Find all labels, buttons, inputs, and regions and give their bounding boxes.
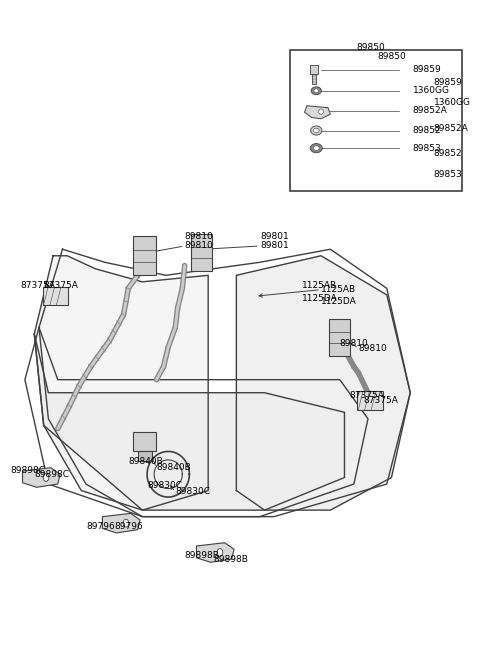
Polygon shape xyxy=(34,255,208,510)
Text: 89852: 89852 xyxy=(413,126,441,135)
Text: 89898B: 89898B xyxy=(185,552,219,560)
Text: 89852: 89852 xyxy=(434,149,462,158)
Ellipse shape xyxy=(313,146,319,151)
Bar xyxy=(312,75,316,84)
Bar xyxy=(43,287,68,305)
Polygon shape xyxy=(236,255,410,510)
Bar xyxy=(358,392,383,409)
Text: 89810: 89810 xyxy=(359,344,387,353)
Text: 89859: 89859 xyxy=(413,66,442,75)
Text: 1125DA: 1125DA xyxy=(321,297,357,306)
Text: 89810: 89810 xyxy=(340,339,369,348)
Circle shape xyxy=(123,519,129,527)
Text: 87375A: 87375A xyxy=(44,280,79,290)
Text: 89852A: 89852A xyxy=(434,124,468,133)
Text: 87375A: 87375A xyxy=(20,280,55,290)
Polygon shape xyxy=(23,468,60,487)
Text: 89898B: 89898B xyxy=(213,555,248,563)
Polygon shape xyxy=(102,514,140,533)
Text: 89810: 89810 xyxy=(185,232,214,240)
Polygon shape xyxy=(196,543,234,562)
Bar xyxy=(138,451,152,461)
Text: 89830C: 89830C xyxy=(147,481,182,490)
Text: 1125AB: 1125AB xyxy=(321,285,356,294)
Text: 89801: 89801 xyxy=(260,242,288,250)
Text: 89852A: 89852A xyxy=(413,107,447,115)
Circle shape xyxy=(217,549,223,557)
Ellipse shape xyxy=(311,126,322,135)
Bar xyxy=(191,234,212,271)
Ellipse shape xyxy=(313,128,319,133)
Bar xyxy=(310,66,318,75)
Text: 89853: 89853 xyxy=(413,143,442,153)
Polygon shape xyxy=(34,334,345,510)
Text: 87375A: 87375A xyxy=(363,396,398,405)
Text: 89801: 89801 xyxy=(260,232,288,240)
Text: 89859: 89859 xyxy=(434,79,463,87)
Bar xyxy=(290,50,462,191)
Text: 89850: 89850 xyxy=(377,52,406,62)
Bar xyxy=(133,236,156,275)
Ellipse shape xyxy=(319,109,324,114)
Ellipse shape xyxy=(310,143,323,153)
Text: 89810: 89810 xyxy=(185,242,214,250)
Text: 89898C: 89898C xyxy=(34,470,69,479)
Text: 89898C: 89898C xyxy=(11,466,46,476)
Text: 89796: 89796 xyxy=(86,522,115,531)
Text: 89840B: 89840B xyxy=(156,463,191,472)
Polygon shape xyxy=(304,105,330,119)
Text: 87375A: 87375A xyxy=(349,392,384,400)
Text: 1125DA: 1125DA xyxy=(302,293,338,303)
Circle shape xyxy=(43,474,49,481)
Bar xyxy=(329,319,350,356)
Text: 89796: 89796 xyxy=(114,522,143,531)
Text: 89853: 89853 xyxy=(434,170,463,179)
Text: 1125AB: 1125AB xyxy=(302,280,337,290)
Text: 1360GG: 1360GG xyxy=(413,86,450,95)
Text: 89830C: 89830C xyxy=(175,487,210,496)
Bar xyxy=(133,432,156,451)
Text: 1360GG: 1360GG xyxy=(434,98,471,107)
Text: 89840B: 89840B xyxy=(128,457,163,466)
Ellipse shape xyxy=(311,87,322,95)
Ellipse shape xyxy=(314,89,319,93)
Text: 89850: 89850 xyxy=(356,43,385,52)
